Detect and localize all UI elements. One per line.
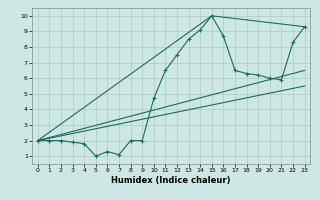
- X-axis label: Humidex (Indice chaleur): Humidex (Indice chaleur): [111, 176, 231, 185]
